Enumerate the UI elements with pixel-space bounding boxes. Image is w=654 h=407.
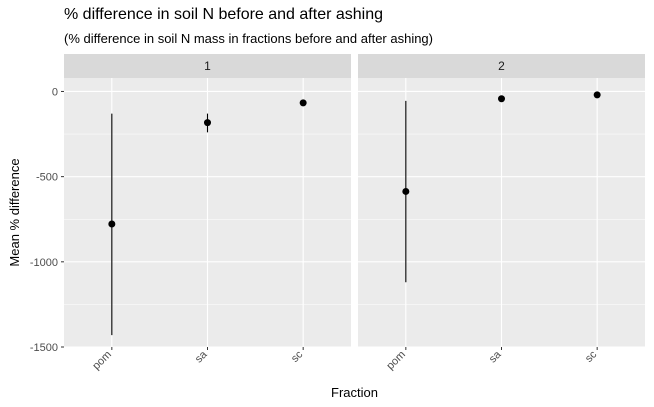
- chart-subtitle: (% difference in soil N mass in fraction…: [64, 31, 433, 46]
- facet-strip-label: 2: [498, 59, 505, 73]
- x-tick-label: sc: [583, 348, 600, 365]
- y-tick-label: -500: [36, 172, 58, 184]
- y-tick-label: -1500: [30, 342, 58, 354]
- data-point-sa: [204, 119, 211, 127]
- facet-strip-label: 1: [204, 59, 211, 73]
- y-tick-label: 0: [52, 86, 58, 98]
- data-point-pom: [402, 187, 410, 195]
- y-tick-label: -1000: [30, 257, 58, 269]
- data-point-pom: [108, 220, 116, 228]
- chart-title: % difference in soil N before and after …: [64, 6, 384, 23]
- x-tick-label: sc: [289, 348, 306, 365]
- x-tick-label: pom: [384, 349, 408, 373]
- data-point-sc: [299, 99, 307, 107]
- data-point-sa: [498, 95, 505, 103]
- facet-strip-1: [64, 54, 351, 78]
- data-point-sc: [593, 91, 601, 99]
- x-tick-label: sa: [487, 348, 504, 365]
- facet-strip-2: [358, 54, 645, 78]
- x-axis-title: Fraction: [331, 385, 378, 400]
- x-tick-label: pom: [90, 349, 114, 373]
- y-axis-title: Mean % difference: [7, 158, 22, 266]
- x-tick-label: sa: [193, 348, 210, 365]
